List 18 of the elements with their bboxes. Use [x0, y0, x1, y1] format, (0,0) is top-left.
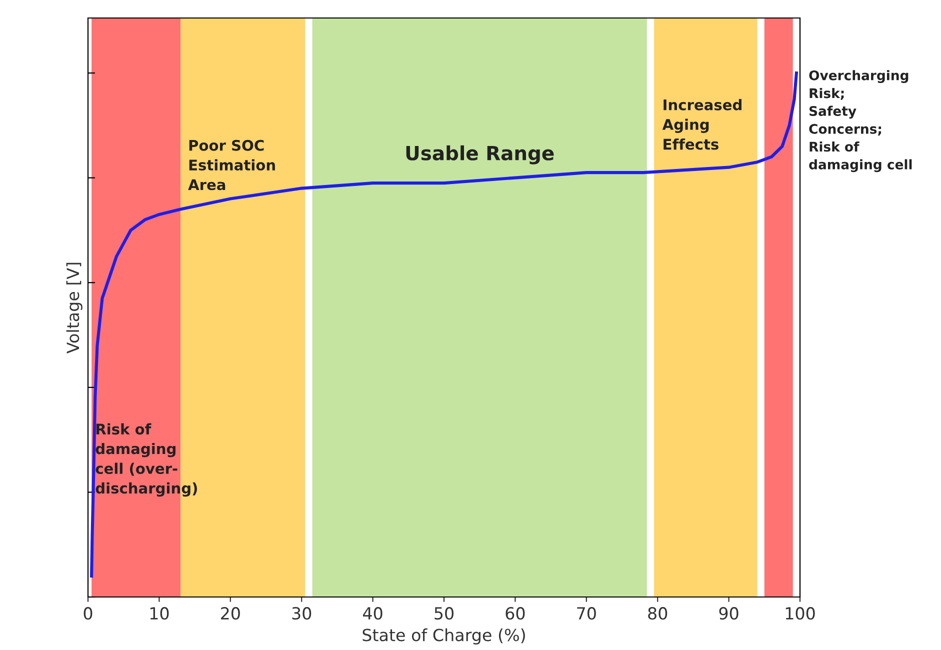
band-label: Increased Aging Effects — [662, 99, 742, 150]
x-axis-title: State of Charge (%) — [362, 628, 525, 645]
x-tick-label: 100 — [786, 607, 815, 620]
x-tick-label: 80 — [648, 607, 668, 620]
x-tick-label: 70 — [577, 607, 596, 620]
x-tick-label: 50 — [434, 607, 454, 620]
x-tick-label: 30 — [292, 607, 312, 620]
x-tick-label: 20 — [221, 607, 240, 620]
x-tick-label: 60 — [506, 607, 525, 620]
band-label: Overcharging Risk; Safety Concerns; Risk of damaging cell — [809, 70, 912, 172]
band-label: Risk of damaging cell (over- discharging) — [96, 423, 197, 497]
x-tick-label: 90 — [719, 607, 738, 620]
x-tick-label: 10 — [150, 607, 169, 620]
y-axis-title: Voltage [V] — [66, 262, 82, 354]
band-label: Usable Range — [406, 145, 554, 164]
x-tick-label: 0 — [84, 607, 92, 620]
x-tick-label: 40 — [363, 607, 382, 620]
band-label: Poor SOC Estimation Area — [188, 140, 275, 190]
